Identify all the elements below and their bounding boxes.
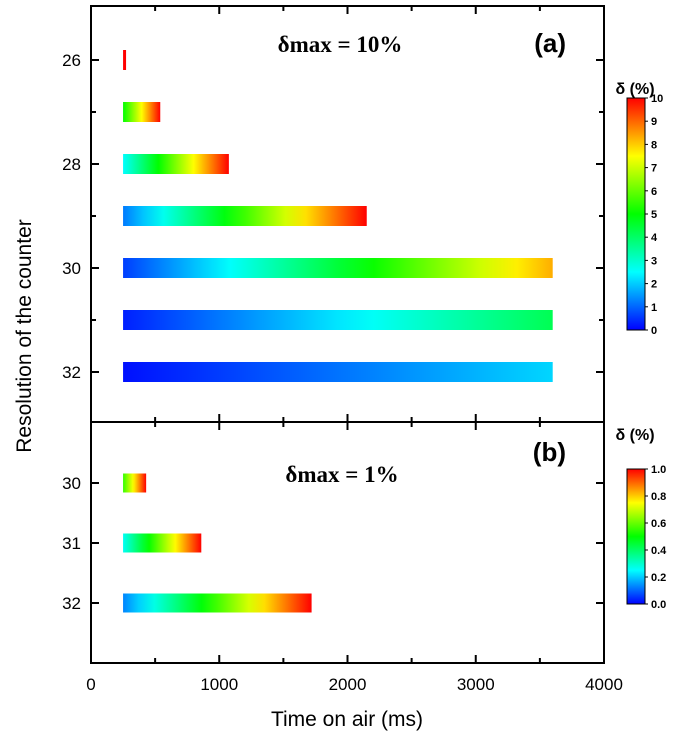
x-tick-labels: 0 1000 2000 3000 4000 (86, 675, 623, 694)
colorbar-tick-label: 0.8 (651, 491, 666, 503)
colorbar-gradient (626, 97, 646, 331)
colorbar-tick-label: 2 (651, 279, 657, 291)
axis-ticks (90, 6, 605, 663)
bar-resolution-32 (123, 593, 312, 613)
colorbar-tick-label: 0.6 (651, 518, 666, 530)
bar-resolution-32 (123, 362, 553, 382)
colorbar-tick-label: 3 (651, 255, 657, 267)
x-tick-label: 3000 (457, 675, 495, 694)
panel-a-bars (123, 50, 553, 382)
y-axis-title: Resolution of the counter (13, 219, 36, 452)
panel-a-colorbar-title: δ (%) (615, 81, 654, 98)
x-axis-title: Time on air (ms) (271, 708, 423, 731)
panel-b-bars (123, 473, 312, 613)
bar-resolution-31 (123, 533, 202, 553)
bar-resolution-26 (123, 50, 127, 70)
panel-a-colorbar: 0 1 2 3 4 5 6 7 8 9 10 (626, 93, 663, 337)
y-tick-label: 28 (62, 155, 81, 174)
y-tick-label: 31 (62, 534, 81, 553)
colorbar-tick-label: 1 (651, 302, 657, 314)
panel-a-label: (a) (534, 28, 566, 58)
colorbar-tick-label: 0.2 (651, 572, 666, 584)
y-tick-label: 30 (62, 259, 81, 278)
y-tick-label: 26 (62, 51, 81, 70)
colorbar-gradient (626, 468, 646, 605)
x-tick-label: 2000 (329, 675, 367, 694)
colorbar-tick-label: 7 (651, 163, 657, 175)
panel-a-annotation: δmax = 10% (278, 32, 403, 57)
colorbar-tick-label: 0 (651, 325, 657, 337)
colorbar-tick-label: 0.4 (651, 545, 667, 557)
colorbar-tick-label: 5 (651, 209, 657, 221)
panel-b-y-tick-labels: 30 31 32 (62, 474, 81, 613)
x-tick-label: 1000 (200, 675, 238, 694)
y-tick-label: 30 (62, 474, 81, 493)
x-tick-label: 4000 (585, 675, 623, 694)
y-tick-label: 32 (62, 594, 81, 613)
colorbar-tick-label: 10 (651, 93, 663, 105)
x-tick-label: 0 (86, 675, 95, 694)
panel-b-annotation: δmax = 1% (285, 462, 398, 487)
bar-resolution-30 (123, 258, 553, 278)
colorbar-tick-label: 1.0 (651, 464, 666, 476)
panel-b-label: (b) (533, 437, 566, 467)
bar-resolution-30 (123, 473, 147, 493)
colorbar-tick-label: 6 (651, 186, 657, 198)
colorbar-tick-label: 9 (651, 116, 657, 128)
panel-b-colorbar: 0.0 0.2 0.4 0.6 0.8 1.0 (626, 464, 667, 611)
panel-a-y-tick-labels: 26 28 30 32 (62, 51, 81, 382)
bar-resolution-29 (123, 206, 367, 226)
panel-b-colorbar-title: δ (%) (615, 427, 654, 444)
bar-resolution-28 (123, 154, 229, 174)
bar-resolution-27 (123, 102, 161, 122)
y-tick-label: 32 (62, 363, 81, 382)
colorbar-tick-label: 4 (651, 232, 658, 244)
colorbar-tick-label: 8 (651, 139, 657, 151)
bar-resolution-31 (123, 310, 553, 330)
colorbar-tick-label: 0.0 (651, 599, 666, 611)
